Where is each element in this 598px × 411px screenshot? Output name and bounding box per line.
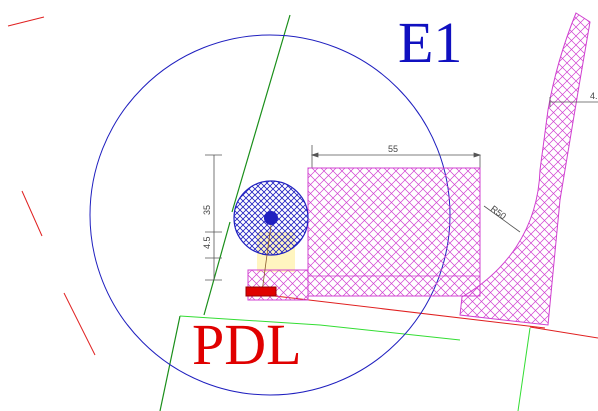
green-line-horizontal [179,315,461,341]
dimension-r50: R50 [483,204,521,233]
red-line-top-left [7,16,45,27]
label-e1: E1 [398,10,462,75]
red-line-left [21,190,43,237]
red-boundary-lines [7,16,598,356]
red-rectangle-icon [245,286,277,297]
building-main-block [307,167,481,297]
green-line-top [231,14,291,213]
red-line-bottom-boundary [274,295,546,329]
pole-symbol [233,180,309,293]
dimension-label-55: 55 [388,144,398,154]
red-line-right [529,326,598,339]
hatched-curved-zone [459,12,591,326]
dimension-label-4-5: 4.5 [202,236,212,249]
label-pdl: PDL [192,312,302,377]
green-line-right-lower [517,327,531,411]
dimension-right: 4. [549,91,598,107]
green-lines [159,14,531,411]
dimension-label-r50: R50 [489,204,508,222]
hatched-building [247,167,481,301]
green-line-bottom [159,315,181,411]
dimension-label-35: 35 [202,205,212,215]
green-line-mid [203,221,231,316]
dimension-label-4: 4. [590,91,598,101]
pole-center-dot [264,211,278,225]
red-line-left-lower [63,292,96,356]
dimension-vertical [205,154,222,281]
pole-connection-line [261,224,272,293]
